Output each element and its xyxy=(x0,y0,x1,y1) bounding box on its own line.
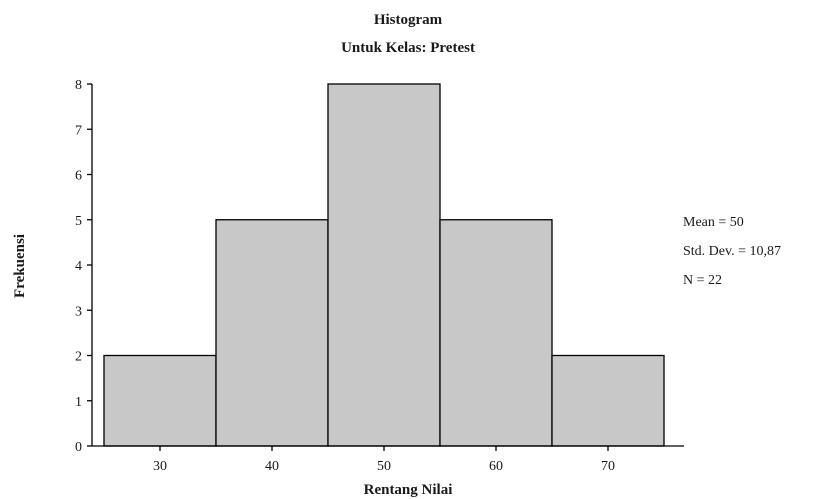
y-tick-label: 8 xyxy=(75,78,82,93)
stats-line: N = 22 xyxy=(683,273,722,288)
y-tick-label: 6 xyxy=(75,169,82,184)
stats-line: Mean = 50 xyxy=(683,215,744,230)
stats-line: Std. Dev. = 10,87 xyxy=(683,244,781,259)
y-axis-ticks: 0 1 2 3 4 5 6 7 8 xyxy=(75,78,92,455)
stats-legend: Mean = 50 Std. Dev. = 10,87 N = 22 xyxy=(683,215,781,288)
x-tick-label: 40 xyxy=(265,459,279,474)
y-axis-title: Frekuensi xyxy=(12,234,28,298)
x-tick-label: 60 xyxy=(489,459,503,474)
bar-50 xyxy=(327,83,441,447)
bar-60 xyxy=(439,219,553,447)
y-tick-label: 1 xyxy=(75,395,82,410)
bars-group xyxy=(103,83,665,447)
chart-title: Histogram xyxy=(374,12,443,28)
bar-30 xyxy=(103,354,217,447)
y-tick-label: 5 xyxy=(75,214,82,229)
x-tick-label: 30 xyxy=(153,459,167,474)
y-tick-label: 0 xyxy=(75,440,82,455)
y-tick-label: 2 xyxy=(75,350,82,365)
y-tick-label: 4 xyxy=(75,259,82,274)
bar-70 xyxy=(551,354,665,447)
y-tick-label: 7 xyxy=(75,123,82,138)
x-axis-title: Rentang Nilai xyxy=(364,482,453,498)
y-tick-label: 3 xyxy=(75,304,82,319)
x-tick-label: 70 xyxy=(601,459,615,474)
x-axis-ticks: 30 40 50 60 70 xyxy=(153,446,615,474)
bar-40 xyxy=(215,219,329,447)
x-tick-label: 50 xyxy=(377,459,391,474)
chart-subtitle: Untuk Kelas: Pretest xyxy=(341,40,475,56)
